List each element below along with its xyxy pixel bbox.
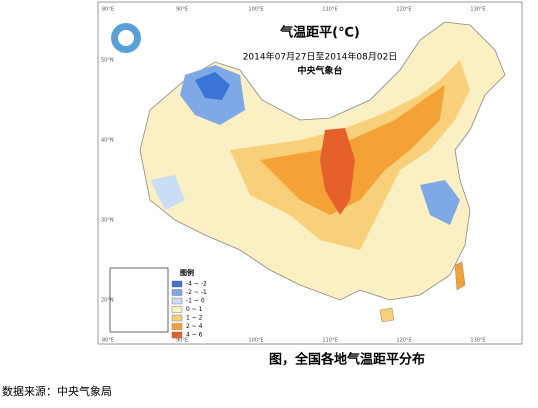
map-issuer: 中央气象台 bbox=[297, 65, 342, 77]
legend-label: 2 ~ 4 bbox=[186, 323, 203, 330]
lon-label: 90°E bbox=[176, 7, 188, 13]
legend-swatch bbox=[171, 306, 183, 313]
lon-label: 110°E bbox=[322, 7, 337, 13]
legend-swatch bbox=[171, 323, 183, 330]
logo bbox=[118, 30, 134, 46]
cool-area bbox=[150, 175, 185, 210]
legend-label: 1 ~ 2 bbox=[186, 315, 203, 322]
cool-area bbox=[420, 180, 460, 225]
taiwan bbox=[454, 261, 466, 291]
lon-label: 120°E bbox=[396, 7, 411, 13]
lon-label: 80°E bbox=[102, 338, 114, 344]
south-sea-inset bbox=[109, 267, 169, 333]
hainan bbox=[379, 307, 395, 323]
legend-swatch bbox=[171, 331, 183, 339]
legend-label: -1 ~ 0 bbox=[186, 298, 205, 305]
lon-label: 120°E bbox=[396, 338, 411, 344]
legend-swatch bbox=[171, 297, 183, 305]
lon-label: 130°E bbox=[470, 338, 485, 344]
legend-label: 4 ~ 6 bbox=[186, 332, 203, 339]
cool-area bbox=[195, 72, 230, 100]
lon-label: 80°E bbox=[102, 7, 114, 13]
legend-label: -4 ~ -2 bbox=[186, 281, 207, 288]
data-source: 数据来源：中央气象局 bbox=[2, 384, 112, 398]
lat-label: 20°N bbox=[101, 298, 114, 304]
lon-label: 90°E bbox=[176, 338, 188, 344]
lat-label: 40°N bbox=[101, 138, 114, 144]
map-title: 气温距平(℃) bbox=[280, 25, 360, 41]
warm-area bbox=[260, 85, 445, 215]
legend-swatch bbox=[171, 289, 183, 296]
map-period: 2014年07月27日至2014年08月02日 bbox=[243, 51, 398, 63]
legend-label: -2 ~ -1 bbox=[186, 289, 207, 296]
legend-label: 0 ~ 1 bbox=[186, 306, 203, 313]
lon-label: 130°E bbox=[470, 7, 485, 13]
lon-label: 100°E bbox=[248, 338, 263, 344]
legend-swatch bbox=[171, 280, 183, 288]
lon-label: 110°E bbox=[322, 338, 337, 344]
lat-label: 30°N bbox=[101, 218, 114, 224]
hot-area bbox=[320, 128, 355, 215]
lon-label: 100°E bbox=[248, 7, 263, 13]
legend-title: 图例 bbox=[180, 268, 194, 277]
legend-swatch bbox=[171, 314, 183, 322]
figure-caption: 图，全国各地气温距平分布 bbox=[269, 352, 425, 368]
lat-label: 50°N bbox=[101, 58, 114, 64]
